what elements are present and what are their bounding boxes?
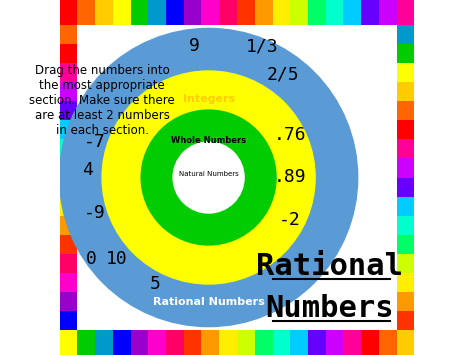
Bar xyxy=(77,25,397,330)
Bar xyxy=(397,25,414,44)
Text: Numbers: Numbers xyxy=(265,294,393,323)
Bar xyxy=(397,215,414,235)
Bar xyxy=(397,120,414,140)
Bar xyxy=(60,235,77,254)
Bar xyxy=(60,178,77,197)
Bar xyxy=(148,0,166,25)
Bar xyxy=(397,82,414,101)
Bar xyxy=(201,330,219,355)
Bar xyxy=(361,330,379,355)
Text: 10: 10 xyxy=(105,250,127,268)
Bar xyxy=(361,0,379,25)
Bar xyxy=(60,120,77,140)
Bar xyxy=(290,0,308,25)
Bar xyxy=(326,330,344,355)
Bar xyxy=(308,0,326,25)
Bar xyxy=(184,0,201,25)
Bar xyxy=(379,330,397,355)
Bar xyxy=(148,330,166,355)
Circle shape xyxy=(173,142,244,213)
Bar xyxy=(219,0,237,25)
Bar xyxy=(113,330,130,355)
Bar xyxy=(255,330,273,355)
Text: Natural Numbers: Natural Numbers xyxy=(179,171,238,177)
Text: 5: 5 xyxy=(150,275,161,293)
Bar xyxy=(184,330,201,355)
Bar xyxy=(237,0,255,25)
Bar xyxy=(60,140,77,158)
Bar xyxy=(60,101,77,120)
Text: -7: -7 xyxy=(84,133,106,151)
Bar xyxy=(60,82,77,101)
Text: 2/5: 2/5 xyxy=(267,66,300,83)
Circle shape xyxy=(102,71,315,284)
Bar xyxy=(397,140,414,158)
Text: Drag the numbers into
the most appropriate
section. Make sure there
are at least: Drag the numbers into the most appropria… xyxy=(29,64,175,137)
Bar xyxy=(397,0,414,25)
Bar xyxy=(60,0,77,25)
Text: .76: .76 xyxy=(274,126,307,144)
Bar xyxy=(397,44,414,63)
Text: 9: 9 xyxy=(189,37,200,55)
Bar xyxy=(397,311,414,330)
Bar xyxy=(95,0,113,25)
Bar xyxy=(95,330,113,355)
Bar xyxy=(219,330,237,355)
Bar xyxy=(60,273,77,292)
Bar xyxy=(255,0,273,25)
Bar xyxy=(397,63,414,82)
Bar xyxy=(60,254,77,273)
Bar xyxy=(201,0,219,25)
Bar xyxy=(379,0,397,25)
Bar xyxy=(397,292,414,311)
Bar xyxy=(397,178,414,197)
Bar xyxy=(326,0,344,25)
Bar xyxy=(308,330,326,355)
Bar xyxy=(113,0,130,25)
Bar xyxy=(273,330,290,355)
Bar xyxy=(166,330,184,355)
Bar xyxy=(344,0,361,25)
Text: Whole Numbers: Whole Numbers xyxy=(171,136,246,145)
Circle shape xyxy=(141,110,276,245)
Bar xyxy=(397,330,414,355)
Bar xyxy=(60,292,77,311)
Bar xyxy=(290,330,308,355)
Bar xyxy=(60,63,77,82)
Bar xyxy=(397,101,414,120)
Bar xyxy=(60,330,77,355)
Bar xyxy=(397,158,414,178)
Bar xyxy=(397,197,414,215)
Text: -9: -9 xyxy=(84,204,106,222)
Bar xyxy=(60,215,77,235)
Bar xyxy=(60,158,77,178)
Bar xyxy=(166,0,184,25)
Bar xyxy=(397,235,414,254)
Bar xyxy=(397,273,414,292)
Text: 1/3: 1/3 xyxy=(246,37,278,55)
Text: Integers: Integers xyxy=(182,94,235,104)
Bar xyxy=(60,197,77,215)
Text: .89: .89 xyxy=(274,169,307,186)
Bar xyxy=(130,0,148,25)
Text: 0: 0 xyxy=(86,250,97,268)
Text: -2: -2 xyxy=(279,211,301,229)
Text: 4: 4 xyxy=(82,162,93,179)
Circle shape xyxy=(60,28,358,327)
Bar xyxy=(130,330,148,355)
Bar xyxy=(60,44,77,63)
Bar xyxy=(273,0,290,25)
Bar xyxy=(237,330,255,355)
Bar xyxy=(397,254,414,273)
Bar xyxy=(60,311,77,330)
Bar xyxy=(77,0,95,25)
Bar xyxy=(60,25,77,44)
Bar xyxy=(77,330,95,355)
Text: Rational: Rational xyxy=(256,252,403,281)
Bar xyxy=(344,330,361,355)
Text: Rational Numbers: Rational Numbers xyxy=(153,297,264,307)
